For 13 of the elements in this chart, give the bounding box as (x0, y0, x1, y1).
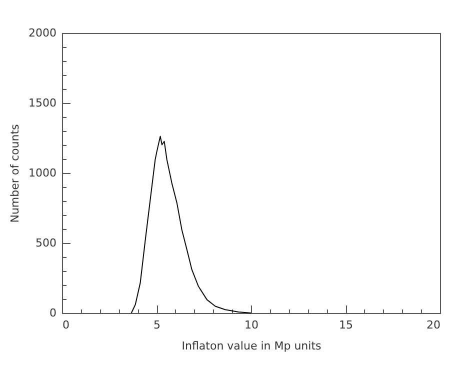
y-tick-label: 1000 (28, 166, 56, 180)
x-tick-label: 0 (62, 318, 70, 332)
x-tick-label: 15 (339, 318, 353, 332)
y-tick-label: 500 (36, 236, 56, 250)
y-tick-label: 2000 (28, 26, 56, 40)
line-series (130, 136, 252, 314)
x-tick-label: 10 (244, 318, 258, 332)
x-axis-title: Inflaton value in Mp units (182, 340, 322, 352)
y-axis-title: Number of counts (8, 124, 22, 223)
y-tick-label: 1500 (28, 96, 56, 110)
y-tick-label: 0 (50, 306, 56, 320)
x-tick-label: 20 (426, 318, 440, 332)
x-tick-label: 5 (154, 318, 160, 332)
